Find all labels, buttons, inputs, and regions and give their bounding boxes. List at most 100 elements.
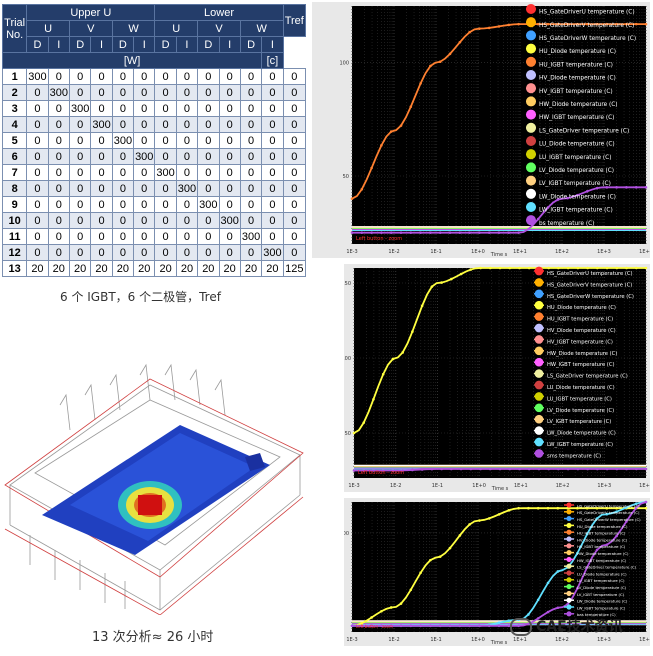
table-row: 13 20 20 20 20 20 20 20 20 20 20 20 20 125 [1, 260, 307, 277]
legend-marker [525, 162, 537, 173]
series-point [399, 231, 403, 234]
series-point [479, 266, 482, 270]
table-cell: 0 [90, 212, 113, 229]
legend-entry: bs temperature (C) [539, 221, 594, 227]
series-point [585, 506, 589, 510]
y-tick-label: 150 [344, 281, 351, 287]
table-cell: 0 [68, 84, 92, 101]
table-row: 3 0 0 300 0 0 0 0 0 0 0 0 0 0 [1, 100, 307, 117]
table-cell: 20 [239, 260, 263, 277]
series-point [644, 266, 648, 270]
series-point [644, 186, 648, 189]
legend-entry: LS_GateDriver temperature (C) [577, 565, 637, 570]
x-tick-label: 1E+2 [555, 637, 569, 643]
sub-header: D [68, 36, 92, 53]
legend-marker [525, 215, 537, 226]
series-point [458, 624, 462, 628]
legend-marker [566, 604, 572, 610]
x-tick-label: 1E+3 [597, 483, 611, 489]
x-tick-label: 1E+1 [514, 483, 528, 489]
table-cell: 0 [47, 164, 70, 181]
table-cell: 0 [218, 68, 241, 85]
legend-entry: bas temperature (C) [577, 612, 616, 617]
legend-marker [534, 426, 544, 435]
table-cell: 0 [90, 68, 113, 85]
series-point [468, 30, 471, 34]
series-point [370, 231, 373, 234]
zoom-hint: Left button - zoom [356, 624, 393, 629]
table-cell: 0 [218, 148, 241, 165]
table-cell: 0 [47, 132, 70, 149]
table-cell: 0 [26, 100, 49, 117]
table-cell: 0 [175, 148, 199, 165]
legend-entry: LW_Diode temperature (C) [577, 599, 628, 604]
series-point [389, 624, 393, 628]
legend-marker [525, 3, 537, 15]
zoom-hint: Left button - zoom [356, 236, 402, 242]
series-point [497, 624, 501, 628]
series-point [478, 27, 481, 30]
legend-marker [525, 188, 537, 199]
table-cell: 125 [282, 260, 307, 277]
table-cell: 0 [68, 228, 92, 245]
series-point [487, 231, 491, 234]
legend-marker [525, 149, 537, 160]
series-point [557, 266, 560, 270]
series-point [625, 186, 628, 189]
table-row: 1 300 0 0 0 0 0 0 0 0 0 0 0 0 [1, 68, 307, 85]
table-cell: 0 [175, 164, 199, 181]
legend-entry: HU_IGBT temperature (C) [547, 317, 613, 323]
legend-marker [534, 437, 544, 447]
y-tick-label: 100 [339, 61, 349, 67]
series-point [448, 52, 452, 56]
sub-header: I [90, 36, 113, 53]
series-point [557, 467, 560, 471]
series-point [399, 602, 403, 605]
series-point [566, 22, 569, 26]
series-point [634, 22, 638, 26]
table-cell: 0 [111, 148, 135, 165]
table-cell: 0 [111, 180, 135, 197]
table-cell: 0 [239, 196, 263, 213]
series-point [487, 26, 491, 30]
series-point [585, 190, 589, 193]
table-cell: 0 [154, 228, 177, 245]
series-point [420, 468, 424, 471]
table-cell: 20 [111, 260, 135, 277]
series-point [429, 558, 432, 562]
series-point [605, 543, 609, 547]
table-cell: 0 [282, 212, 307, 229]
table-cell: 0 [154, 84, 177, 101]
series-point [556, 606, 560, 610]
table-cell: 0 [47, 148, 70, 165]
unit-celsius: [c] [261, 52, 284, 69]
series-point [605, 22, 609, 26]
series-point [370, 624, 373, 628]
legend-marker [534, 346, 544, 356]
y-tick-label: 50 [345, 431, 351, 437]
series-point [459, 467, 463, 471]
legend-entry: HS_GateDriverW temperature (C) [577, 517, 641, 522]
series-point [644, 467, 648, 471]
group-header-upper: Upper U [26, 4, 156, 21]
series-point [419, 82, 422, 85]
series-point [547, 467, 550, 471]
table-cell: 0 [68, 132, 92, 149]
series-point [634, 502, 638, 506]
series-point [615, 534, 618, 538]
table-cell: 0 [68, 148, 92, 165]
phase-header: W [111, 20, 156, 37]
legend-marker [566, 529, 572, 535]
table-cell: 0 [154, 100, 177, 117]
legend-entry: LS_GateDriver temperature (C) [547, 374, 628, 380]
legend-entry: LU_Diode temperature (C) [577, 571, 627, 576]
table-cell: 6 [1, 148, 28, 165]
table-cell: 20 [90, 260, 113, 277]
series-point [536, 217, 540, 221]
x-tick-label: 1E-2 [390, 483, 401, 489]
legend-marker [534, 392, 544, 401]
table-cell: 0 [261, 228, 284, 245]
legend-marker [525, 135, 537, 147]
table-cell: 0 [175, 244, 199, 261]
series-point [644, 22, 648, 26]
